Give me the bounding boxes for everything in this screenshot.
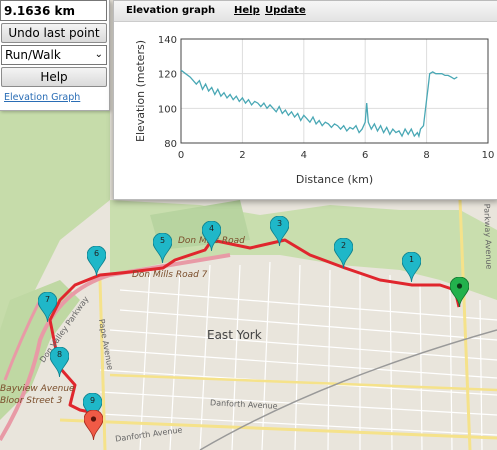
cemetery — [150, 200, 250, 250]
route-marker-9[interactable]: 9 — [83, 393, 102, 423]
ravine-park — [0, 280, 80, 420]
control-panel: 9.1636 km Undo last point Run/Walk ⌄ Hel… — [0, 0, 110, 111]
graph-help-link[interactable]: Help — [234, 5, 260, 16]
graph-header: Elevation graph Help Update — [114, 1, 497, 22]
x-tick-label: 10 — [482, 150, 495, 161]
route-marker-8[interactable]: 8 — [50, 347, 69, 377]
graph-update-link[interactable]: Update — [265, 5, 306, 16]
route-marker-6[interactable]: 6 — [87, 246, 106, 276]
graph-title: Elevation graph — [126, 5, 216, 16]
y-tick-label: 80 — [164, 139, 177, 150]
x-axis-label: Distance (km) — [296, 173, 373, 186]
street-grid — [99, 261, 497, 450]
route-marker-4[interactable]: 4 — [202, 221, 221, 251]
place-label-bayview-avenue: Bayview Avenue — [0, 384, 75, 394]
y-tick-label: 120 — [158, 70, 177, 81]
route-marker-7[interactable]: 7 — [38, 292, 57, 322]
route-line — [48, 238, 461, 421]
highway — [3, 299, 42, 381]
plot-border — [180, 38, 489, 144]
road — [59, 418, 497, 440]
route-marker-1[interactable]: 1 — [402, 252, 421, 282]
elevation-graph-panel: Elevation graph Help Update 80 100 120 140 0… — [113, 0, 497, 200]
route-marker-5[interactable]: 5 — [153, 233, 172, 263]
place-label-don-mills-road-7: Don Mills Road 7 — [132, 270, 208, 280]
place-label-east-york: East York — [207, 328, 262, 342]
road — [109, 373, 497, 392]
x-tick-label: 2 — [239, 150, 245, 161]
railway — [199, 329, 497, 450]
place-label-bloor-street: Bloor Street 3 — [0, 396, 63, 406]
highway — [0, 253, 231, 442]
road — [458, 199, 472, 450]
x-tick-label: 0 — [178, 150, 184, 161]
chevron-down-icon: ⌄ — [94, 49, 103, 60]
y-tick-label: 100 — [158, 104, 177, 115]
elevation-graph-link[interactable]: Elevation Graph — [4, 92, 81, 103]
ravine-park — [0, 110, 110, 330]
x-tick-label: 8 — [423, 150, 429, 161]
activity-mode-select[interactable]: Run/Walk ⌄ — [1, 45, 107, 65]
route-marker-3[interactable]: 3 — [270, 216, 289, 246]
elevation-series-line — [180, 69, 458, 139]
route-marker-2[interactable]: 2 — [334, 238, 353, 268]
x-tick-label: 6 — [362, 150, 368, 161]
undo-last-point-button[interactable]: Undo last point — [1, 23, 107, 43]
end-marker[interactable] — [84, 410, 103, 440]
elevation-chart: 80 100 120 140 0 2 4 6 8 10 Distance (km) Elevation… — [134, 35, 495, 186]
activity-mode-value: Run/Walk — [5, 48, 61, 62]
distance-display: 9.1636 km — [0, 0, 107, 21]
x-tick-label: 4 — [301, 150, 307, 161]
plot-area — [180, 38, 489, 144]
y-axis-label: Elevation (meters) — [134, 40, 147, 142]
y-tick-label: 140 — [158, 35, 177, 46]
start-marker[interactable] — [450, 277, 469, 307]
help-button[interactable]: Help — [1, 67, 107, 87]
